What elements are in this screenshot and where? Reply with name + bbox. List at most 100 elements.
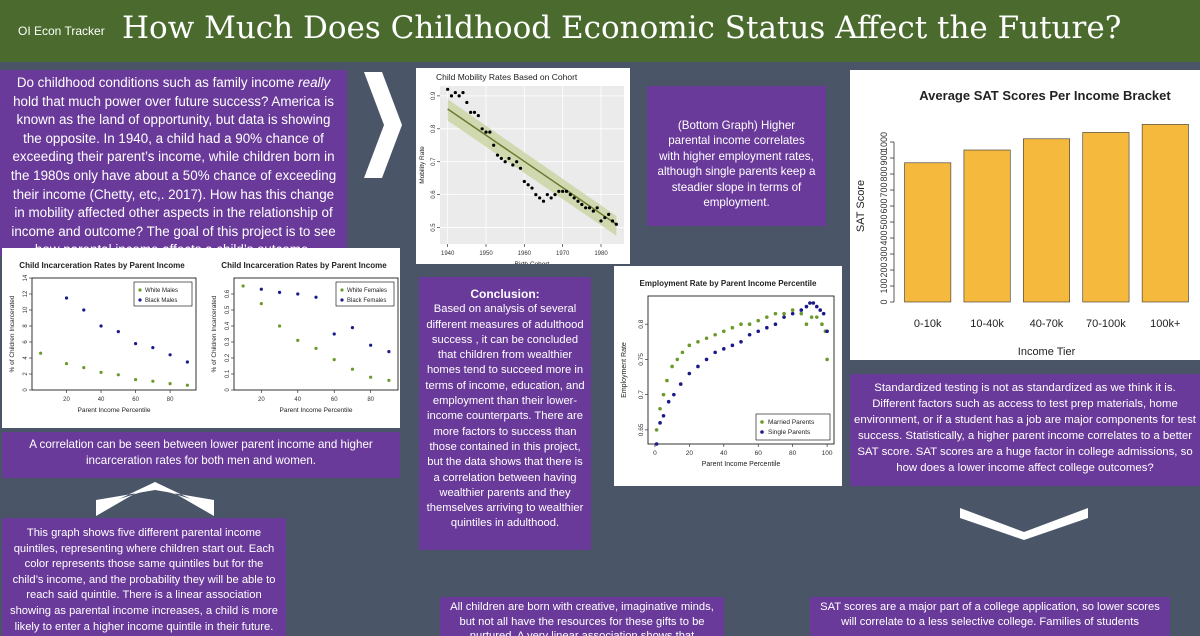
data-point — [739, 340, 743, 344]
x-tick-label: 1970 — [556, 251, 570, 257]
incarceration-males-chart: Child Incarceration Rates by Parent Inco… — [9, 261, 197, 414]
x-tick-label: 0 — [653, 450, 657, 457]
data-point — [756, 329, 761, 334]
chart-title: Child Mobility Rates Based on Cohort — [436, 72, 578, 82]
data-point — [332, 332, 336, 336]
employment-note-text: (Bottom Graph) Higher parental income co… — [657, 119, 816, 210]
x-tick-label: 40 — [98, 397, 105, 403]
y-tick-label: 0 — [879, 299, 889, 304]
data-point — [469, 110, 473, 114]
data-point — [782, 311, 786, 316]
data-point — [549, 196, 553, 200]
y-tick-label: 800 — [879, 166, 889, 181]
data-point — [666, 399, 671, 404]
data-point — [658, 421, 662, 425]
x-axis-label: Income Tier — [1018, 346, 1076, 358]
data-point — [168, 353, 172, 357]
plot-frame — [31, 277, 197, 391]
chart-title: Employment Rate by Parent Income Percent… — [640, 279, 817, 288]
y-axis-label: SAT Score — [855, 180, 867, 232]
data-point — [713, 350, 717, 355]
data-point — [515, 160, 519, 164]
x-tick-label: 80 — [167, 397, 174, 403]
data-point — [387, 350, 391, 354]
data-point — [599, 219, 603, 223]
x-tick-label: 100k+ — [1150, 318, 1180, 330]
incarceration-caption-box: A correlation can be seen between lower … — [2, 432, 400, 478]
y-tick-label: 600 — [879, 198, 889, 213]
data-point — [765, 325, 769, 330]
data-point — [472, 110, 477, 114]
data-point — [799, 308, 804, 312]
data-point — [576, 199, 580, 203]
data-point — [818, 308, 823, 312]
x-tick-label: 1980 — [594, 251, 608, 257]
legend-label: Black Females — [347, 298, 386, 304]
data-point — [99, 324, 103, 328]
y-tick-label: 0.9 — [431, 91, 437, 100]
data-point — [687, 371, 692, 376]
data-point — [773, 322, 778, 326]
data-point — [825, 357, 829, 362]
intro-text-rest: hold that much power over future success… — [10, 93, 337, 258]
y-tick-label: 0.3 — [225, 337, 231, 346]
x-axis-label: Parent Income Percentile — [280, 407, 353, 414]
y-tick-label: 700 — [879, 182, 889, 197]
data-point — [678, 382, 683, 386]
data-point — [661, 392, 666, 397]
y-tick-label: 0.6 — [431, 190, 437, 199]
x-tick-label: 0-10k — [914, 318, 942, 330]
data-point — [185, 383, 189, 387]
data-point — [350, 326, 355, 330]
page-title: How Much Does Childhood Economic Status … — [122, 10, 1122, 46]
data-point — [530, 186, 534, 190]
data-point — [484, 130, 488, 134]
data-point — [658, 406, 662, 411]
intro-text-box: Do childhood conditions such as family i… — [0, 70, 347, 258]
data-point — [687, 343, 692, 348]
data-point — [296, 292, 300, 296]
data-point — [522, 179, 526, 184]
data-point — [133, 342, 138, 346]
data-point — [39, 351, 43, 355]
data-point — [782, 315, 786, 319]
x-axis-label: Birth Cohort — [515, 261, 550, 264]
intro-text-start: Do childhood conditions such as family i… — [16, 75, 299, 90]
y-tick-label: 0.8 — [638, 319, 645, 328]
employment-chart: Employment Rate by Parent Income Percent… — [621, 279, 835, 468]
data-point — [557, 189, 561, 193]
y-tick-label: 0 — [23, 388, 29, 392]
x-axis-label: Parent Income Percentile — [702, 461, 781, 468]
y-axis-label: % of Children Incarcerated — [211, 295, 218, 372]
data-point — [511, 163, 515, 167]
data-point — [568, 193, 572, 197]
y-tick-label: 2 — [23, 372, 29, 376]
employment-chart-panel: Employment Rate by Parent Income Percent… — [614, 266, 842, 486]
chart-title: Child Incarceration Rates by Parent Inco… — [19, 261, 185, 270]
legend-box — [133, 281, 193, 307]
data-point — [654, 442, 659, 446]
data-point — [814, 304, 819, 309]
legend-box — [335, 281, 395, 307]
data-point — [704, 357, 709, 362]
data-point — [661, 414, 666, 418]
data-point — [387, 378, 391, 382]
data-point — [369, 375, 373, 379]
data-point — [453, 90, 457, 95]
x-tick-label: 40 — [294, 397, 301, 403]
data-point — [541, 199, 546, 203]
y-tick-label: 100 — [879, 278, 889, 293]
data-point — [534, 193, 538, 197]
data-point — [672, 392, 676, 397]
y-tick-label: 300 — [879, 246, 889, 261]
y-tick-label: 0.8 — [431, 124, 437, 133]
y-tick-label: 200 — [879, 262, 889, 277]
data-point — [151, 346, 155, 350]
sat-note-text: Standardized testing is not as standardi… — [854, 382, 1196, 474]
conclusion-box: Conclusion: Based on analysis of several… — [419, 277, 591, 550]
y-tick-label: 8 — [23, 324, 29, 328]
data-point — [773, 311, 778, 316]
x-tick-label: 1960 — [518, 251, 532, 257]
bar — [1023, 138, 1070, 303]
chevron-up-icon — [96, 482, 214, 516]
